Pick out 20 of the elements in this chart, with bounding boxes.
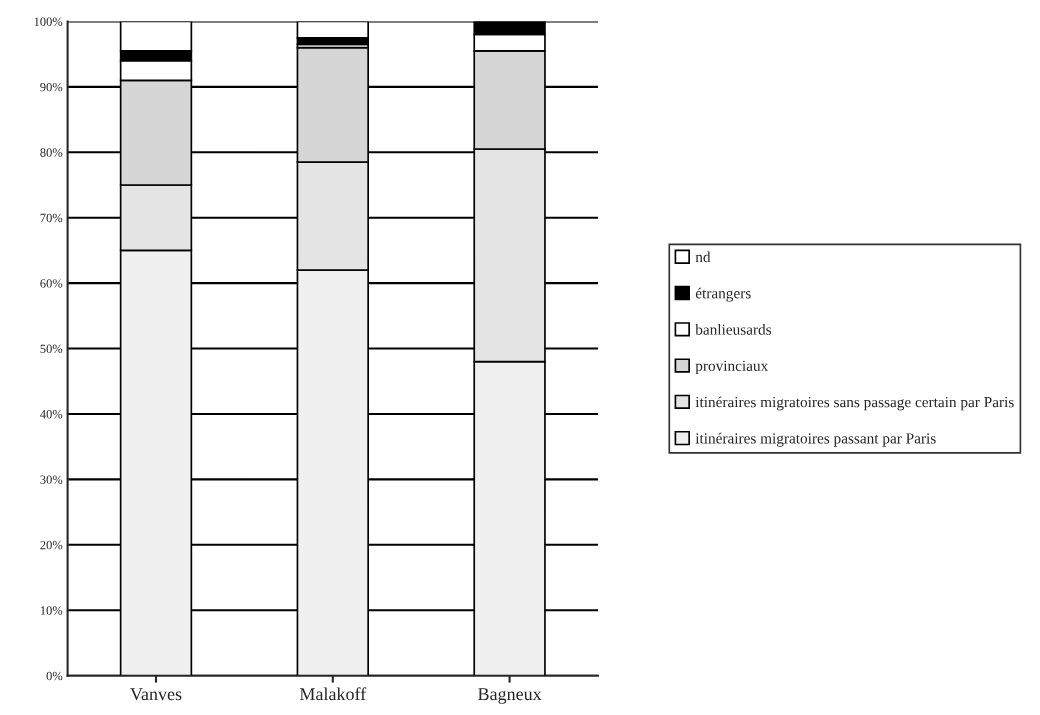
legend-label: étrangers — [695, 287, 751, 302]
y-tick-label: 10% — [40, 606, 63, 615]
legend-label: banlieusards — [695, 323, 772, 335]
legend-label: nd — [695, 251, 711, 263]
y-tick-label: 60% — [40, 279, 63, 288]
y-tick-label: 30% — [40, 475, 63, 484]
y-tick-label: 20% — [40, 540, 63, 550]
x-tick-label: Malakoff — [299, 687, 367, 701]
legend-label: itinéraires migratoires passant par Paris — [695, 432, 936, 447]
x-tick-label: Bagneux — [478, 688, 542, 704]
legend-label: provinciaux — [695, 360, 769, 375]
legend-label: itinéraires migratoires sans passage certain par Paris — [695, 396, 1014, 411]
y-tick-label: 50% — [40, 344, 63, 354]
y-tick-label: 90% — [40, 82, 63, 92]
x-tick-label: Vanves — [130, 688, 182, 701]
y-tick-label: 100% — [34, 17, 63, 26]
y-tick-label: 40% — [40, 410, 63, 419]
y-tick-label: 70% — [40, 213, 63, 223]
y-tick-label: 0% — [46, 671, 63, 681]
y-tick-label: 80% — [40, 148, 63, 157]
